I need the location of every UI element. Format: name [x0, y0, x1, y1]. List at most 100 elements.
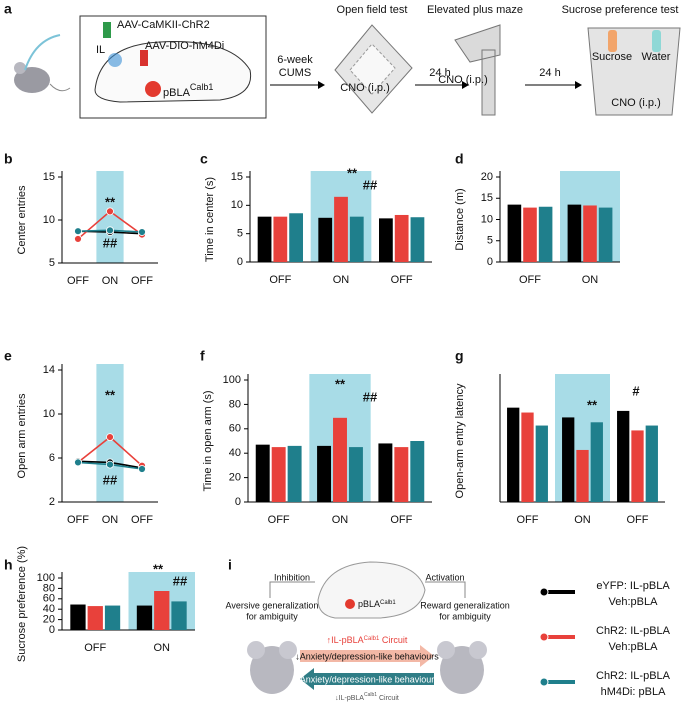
legend-label: ChR2: IL-pBLA — [596, 625, 671, 637]
bar — [507, 204, 522, 262]
point — [138, 228, 146, 236]
text: Water — [642, 51, 671, 63]
text: ↑IL-pBLACalb1 Circuit — [327, 635, 408, 645]
text: Elevated plus maze — [427, 4, 523, 16]
text: Open field test — [337, 4, 408, 16]
bar — [349, 216, 364, 262]
legend-label: Veh:pBLA — [609, 596, 659, 608]
x-tick-label: ON — [582, 274, 599, 286]
pbla-site — [145, 81, 161, 97]
text: Sucrose — [592, 51, 632, 63]
bar — [567, 204, 582, 262]
text: 24 h — [429, 67, 450, 79]
y-tick-label: 6 — [49, 452, 55, 464]
text: Calb1 — [190, 82, 214, 92]
arrow-head — [318, 81, 325, 89]
bar — [598, 207, 613, 262]
text: for ambiguity — [246, 611, 298, 621]
y-axis-label: Sucrose preference (%) — [16, 546, 28, 662]
y-tick-label: 15 — [43, 171, 55, 183]
y-tick-label: 10 — [481, 213, 493, 225]
y-tick-label: 0 — [237, 256, 243, 268]
bar — [333, 417, 347, 502]
y-tick-label: 14 — [43, 364, 55, 376]
y-tick-label: 60 — [229, 423, 241, 435]
y-tick-label: 80 — [229, 398, 241, 410]
panel-a: a AAV-CaMKII-ChR2 IL AAV-DIO-hM4Di pBLAC… — [4, 1, 681, 119]
y-tick-label: 40 — [229, 447, 241, 459]
bar — [535, 425, 548, 502]
text: 24 h — [539, 67, 560, 79]
x-tick-label: OFF — [67, 514, 89, 526]
text: ↓IL-pBLA — [335, 695, 364, 702]
y-tick-label: 10 — [231, 199, 243, 211]
legend-marker — [539, 677, 549, 687]
brain — [94, 41, 252, 103]
bar — [317, 445, 332, 502]
syringe — [140, 50, 148, 66]
y-tick-label: 20 — [43, 614, 55, 626]
y-tick-label: 5 — [237, 228, 243, 240]
mouse — [14, 34, 71, 93]
bar — [104, 605, 121, 630]
text: Calb1 — [380, 600, 396, 606]
syringe — [103, 22, 111, 38]
x-tick-label: OFF — [269, 274, 291, 286]
text: ↓Anxiety/depression-like behaviours — [295, 651, 439, 661]
bar — [394, 214, 409, 262]
bar — [538, 206, 553, 262]
y-axis-label: Distance (m) — [454, 188, 466, 250]
point — [74, 227, 82, 236]
bar — [334, 196, 348, 262]
x-tick-label: OFF — [391, 274, 413, 286]
y-axis-label: Open-arm entry latency — [454, 383, 466, 498]
text: Circuit — [379, 635, 408, 645]
legend-label: ChR2: IL-pBLA — [596, 670, 671, 682]
bar — [171, 601, 187, 630]
text: CNO (i.p.) — [438, 74, 488, 86]
x-tick-label: ON — [102, 275, 119, 287]
plus-maze — [454, 24, 501, 116]
bar — [590, 422, 603, 502]
bar — [631, 430, 644, 502]
bar — [576, 449, 589, 502]
legend-label: eYFP: IL-pBLA — [596, 580, 670, 592]
bar — [348, 447, 363, 502]
bar — [378, 443, 393, 502]
bottle — [652, 30, 661, 52]
text: ↓IL-pBLACalb1 Circuit — [335, 692, 399, 702]
annotation: ** — [587, 397, 598, 412]
legend-marker — [539, 632, 549, 642]
text: Activation — [425, 572, 464, 582]
panel: f Time in open arm (s) 0 20 40 60 80 100 OFF ON OF… — [200, 348, 432, 526]
annotation: ## — [173, 573, 188, 588]
legend-label: hM4Di: pBLA — [601, 686, 666, 698]
y-tick-label: 20 — [481, 171, 493, 183]
bar — [257, 216, 272, 262]
arrow — [300, 668, 434, 690]
bar — [87, 606, 103, 630]
x-tick-label: ON — [102, 514, 119, 526]
bar — [70, 604, 86, 630]
bar — [394, 447, 409, 502]
x-tick-label: OFF — [67, 275, 89, 287]
annotation: ## — [103, 472, 118, 487]
panel-label: f — [200, 348, 205, 364]
text: pBLACalb1 — [358, 599, 396, 609]
legend-marker — [539, 587, 549, 597]
text: Circuit — [377, 695, 399, 702]
point — [74, 235, 82, 243]
text: AAV-CaMKII-ChR2 — [117, 19, 210, 31]
bar — [617, 410, 630, 502]
x-tick-label: ON — [574, 514, 591, 526]
bar — [562, 417, 575, 502]
y-tick-label: 15 — [231, 171, 243, 183]
mouse — [247, 641, 297, 694]
panel-label: a — [4, 1, 12, 17]
surgery-box — [79, 15, 267, 119]
bar — [271, 447, 286, 502]
panel: d Distance (m) 0 5 10 15 20 OFF ON — [454, 151, 620, 286]
x-tick-label: ON — [332, 514, 349, 526]
text: CUMS — [279, 67, 311, 79]
point — [106, 207, 114, 216]
